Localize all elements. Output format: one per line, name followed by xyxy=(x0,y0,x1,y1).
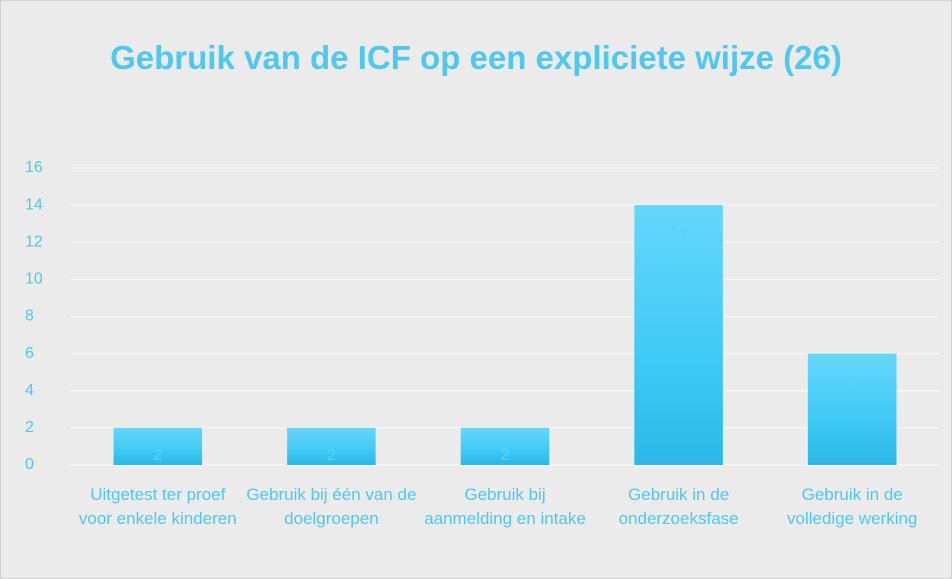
x-tick-label: Gebruik in de volledige werking xyxy=(786,485,918,528)
x-tick-label: Gebruik bij één van de doelgroepen xyxy=(246,485,417,528)
x-tick-label: Gebruik in de onderzoeksfase xyxy=(618,485,739,528)
y-tick-label: 0 xyxy=(25,456,34,473)
data-label: 2 xyxy=(327,447,336,464)
y-tick-label: 14 xyxy=(25,196,43,213)
y-tick-label: 6 xyxy=(25,345,34,362)
data-label: 2 xyxy=(153,447,162,464)
y-tick-label: 12 xyxy=(25,233,43,250)
bar xyxy=(460,427,550,465)
chart-title: Gebruik van de ICF op een expliciete wij… xyxy=(110,39,842,76)
y-tick-label: 4 xyxy=(25,382,34,399)
y-tick-label: 10 xyxy=(25,271,43,288)
data-label: 14 xyxy=(670,224,688,241)
y-tick-label: 8 xyxy=(25,308,34,325)
bar xyxy=(807,353,897,465)
y-tick-label: 16 xyxy=(25,159,43,176)
bar xyxy=(634,205,723,465)
x-tick-label: Uitgetest ter proef voor enkele kinderen xyxy=(78,485,237,528)
data-label: 6 xyxy=(848,373,857,390)
x-tick-label: Gebruik bij aanmelding en intake xyxy=(424,485,586,528)
data-label: 2 xyxy=(501,447,510,464)
bar xyxy=(287,427,376,465)
bar xyxy=(113,427,203,465)
y-tick-label: 2 xyxy=(25,419,34,436)
